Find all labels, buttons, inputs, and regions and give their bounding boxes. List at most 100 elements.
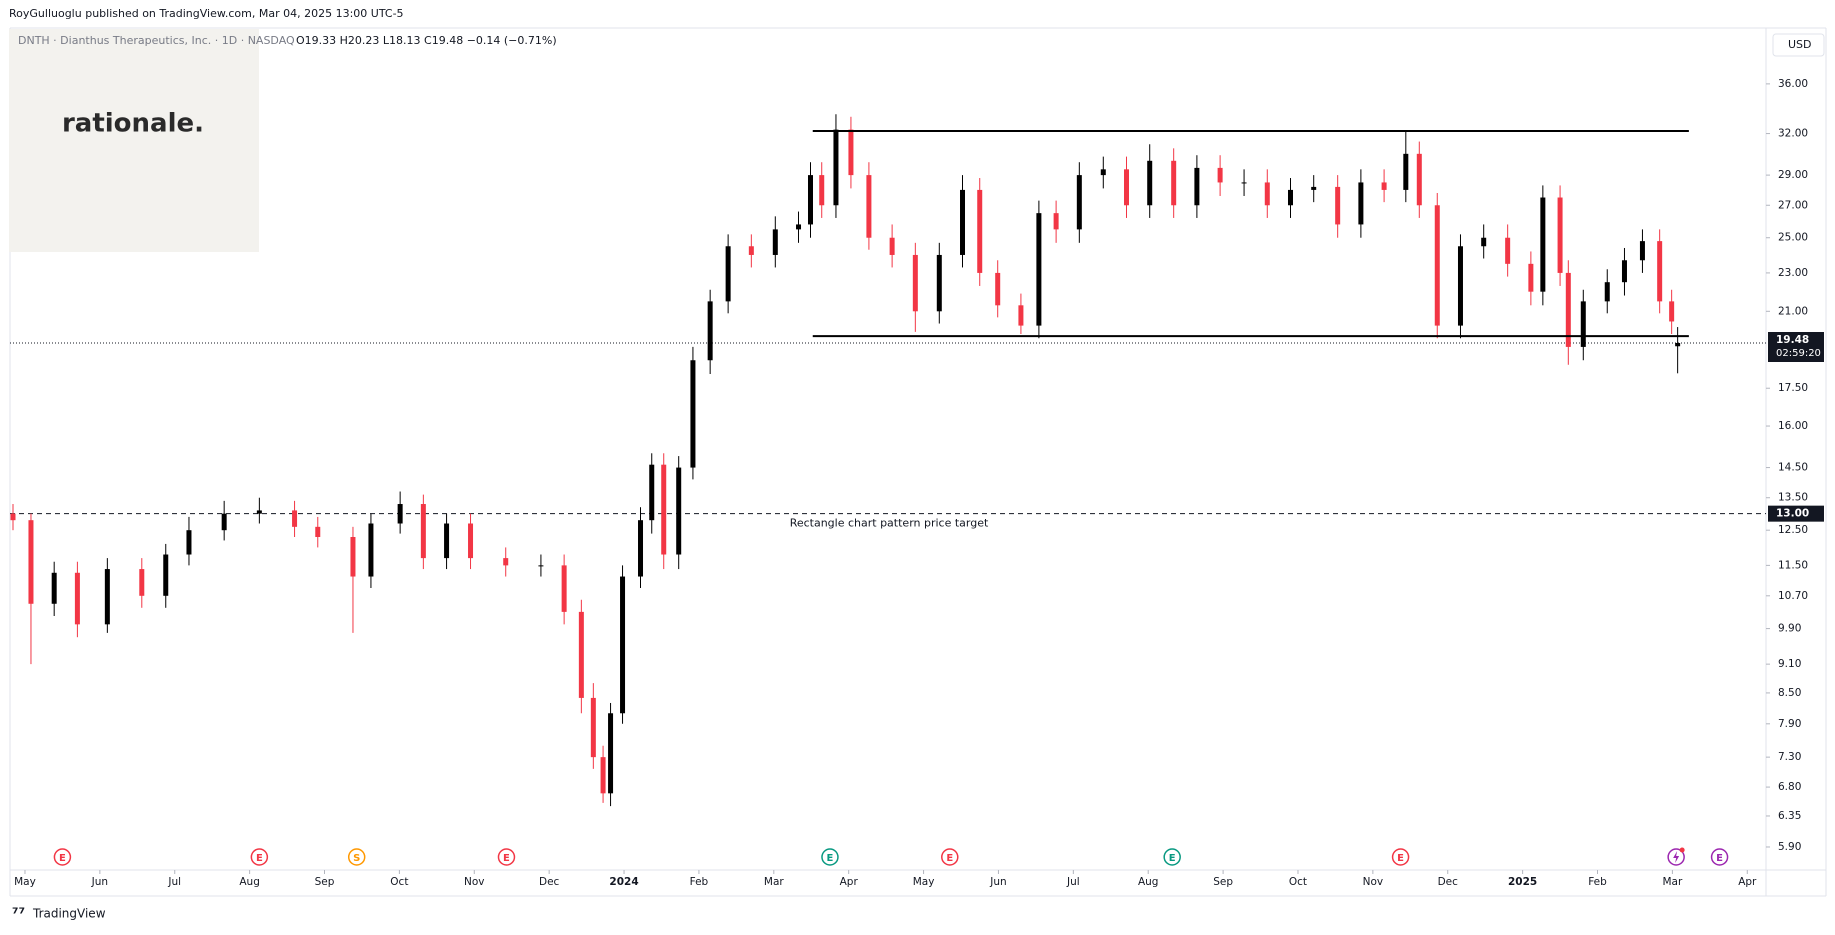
- candle-body: [186, 530, 192, 555]
- event-label: E: [503, 853, 510, 864]
- x-tick-label: Feb: [1588, 876, 1607, 888]
- candle-body: [1528, 263, 1534, 292]
- candle-body: [1194, 167, 1200, 206]
- candle-body: [74, 572, 80, 625]
- candle-body: [748, 246, 754, 255]
- y-tick-label: 32.00: [1778, 128, 1808, 140]
- y-tick-label: 12.50: [1778, 524, 1808, 536]
- candle-body: [1264, 182, 1270, 206]
- candle-body: [590, 697, 596, 758]
- y-tick-label: 36.00: [1778, 78, 1808, 90]
- candle-body: [578, 611, 584, 698]
- y-tick-label: 17.50: [1778, 382, 1808, 394]
- x-tick-label: Mar: [764, 876, 784, 888]
- symbol-info: DNTH · Dianthus Therapeutics, Inc. · 1D …: [18, 34, 295, 47]
- candle-body: [1505, 237, 1511, 264]
- event-marker: [941, 848, 959, 866]
- currency: USD: [1788, 38, 1812, 51]
- y-tick-label: 29.00: [1778, 169, 1808, 181]
- x-tick-label: Oct: [1289, 876, 1307, 888]
- candle-body: [28, 520, 34, 604]
- candle-body: [1335, 186, 1341, 225]
- x-tick-label: Jul: [1066, 876, 1080, 888]
- candle-body: [889, 237, 895, 255]
- x-tick-label: Sep: [315, 876, 335, 888]
- currency-box[interactable]: [1772, 33, 1825, 57]
- candle-body: [866, 175, 872, 238]
- candle-body: [1100, 169, 1106, 176]
- event-label: E: [946, 853, 953, 864]
- candle-body: [1540, 197, 1546, 292]
- candle-body: [977, 189, 983, 273]
- y-tick-label: 9.10: [1778, 658, 1801, 670]
- x-tick-label: Nov: [464, 876, 485, 888]
- candle-body: [912, 254, 918, 312]
- candle-body: [960, 189, 966, 255]
- logo: rationale.: [62, 109, 204, 139]
- publisher: RoyGulluoglu published on TradingView.co…: [9, 7, 404, 20]
- candle-body: [1604, 282, 1610, 302]
- event-label: E: [1716, 853, 1723, 864]
- candle-body: [833, 129, 839, 206]
- y-tick-label: 21.00: [1778, 305, 1808, 317]
- candle-body: [315, 526, 321, 538]
- candle-body: [600, 757, 606, 794]
- candle-body: [1381, 182, 1387, 190]
- candle-body: [397, 504, 403, 524]
- candle-body: [1287, 189, 1293, 206]
- y-tick-label: 8.50: [1778, 687, 1801, 699]
- candle-body: [1147, 160, 1153, 206]
- countdown: 02:59:20: [1776, 348, 1821, 359]
- y-tick-label: 25.00: [1778, 232, 1808, 244]
- candle-body: [1018, 305, 1024, 326]
- candle-body: [995, 272, 1001, 306]
- candle-body: [51, 572, 57, 604]
- candle-body: [1669, 301, 1675, 322]
- candle-body: [1580, 301, 1586, 347]
- y-tick-label: 27.00: [1778, 199, 1808, 211]
- x-tick-label: 2024: [609, 876, 638, 888]
- candle-body: [1403, 153, 1409, 190]
- ohlc-info: O19.33 H20.23 L18.13 C19.48 −0.14 (−0.71…: [296, 34, 557, 47]
- candle-body: [1036, 213, 1042, 326]
- event-marker: [250, 848, 269, 866]
- last-price-box: [1768, 332, 1824, 363]
- tv-mark: ⁷⁷: [12, 905, 25, 923]
- y-tick-label: 6.80: [1778, 781, 1801, 793]
- candle-body: [638, 520, 644, 577]
- y-tick-label: 11.50: [1778, 559, 1808, 571]
- candle-body: [707, 301, 713, 361]
- event-label: E: [1397, 853, 1404, 864]
- candle-body: [1124, 169, 1130, 206]
- candle-body: [350, 537, 356, 577]
- candle-body: [676, 467, 682, 555]
- y-tick-label: 14.50: [1778, 462, 1808, 474]
- x-tick-label: Apr: [840, 876, 859, 888]
- candle-body: [1171, 160, 1177, 206]
- y-tick-label: 16.00: [1778, 420, 1808, 432]
- candle-body: [1241, 182, 1247, 184]
- candle-body: [1565, 272, 1571, 347]
- candle-body: [819, 175, 825, 206]
- candle-body: [10, 513, 16, 521]
- candle-body: [1416, 153, 1422, 206]
- target-text: Rectangle chart pattern price target: [790, 517, 989, 530]
- y-tick-label: 9.90: [1778, 623, 1801, 635]
- event-marker: [821, 848, 839, 866]
- candle-body: [661, 464, 667, 555]
- event-label: E: [1169, 853, 1176, 864]
- candle-body: [139, 569, 145, 596]
- candle-body: [1481, 237, 1487, 247]
- x-tick-label: Dec: [539, 876, 560, 888]
- x-tick-label: May: [913, 876, 935, 888]
- candle-body: [163, 554, 169, 596]
- event-marker: [1391, 848, 1410, 866]
- event-marker: [1163, 848, 1181, 866]
- candle-body: [608, 713, 614, 794]
- candle-body: [1076, 175, 1082, 230]
- candle-body: [538, 565, 544, 567]
- y-tick-label: 7.90: [1778, 718, 1801, 730]
- candle-body: [1434, 205, 1440, 326]
- y-tick-label: 6.35: [1778, 810, 1801, 822]
